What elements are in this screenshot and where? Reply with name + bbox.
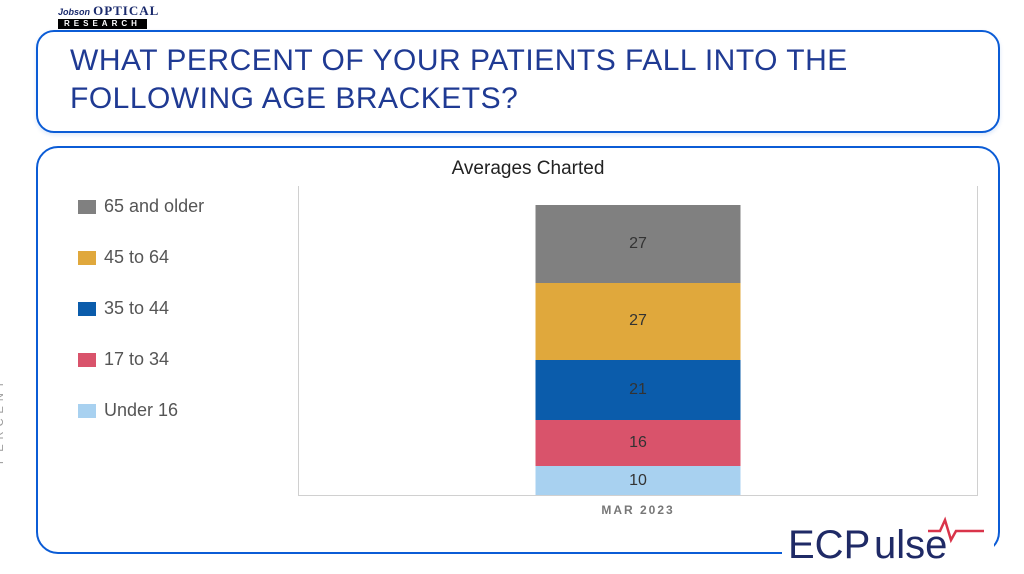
bar-segment: 10 — [536, 466, 741, 495]
legend-swatch — [78, 404, 96, 418]
legend-swatch — [78, 353, 96, 367]
ecpulse-text-2: ulse — [874, 523, 947, 567]
y-axis-label: PERCENT — [0, 376, 6, 464]
title-box: WHAT PERCENT OF YOUR PATIENTS FALL INTO … — [36, 30, 1000, 133]
legend-item: 65 and older — [78, 196, 298, 217]
legend-item: 17 to 34 — [78, 349, 298, 370]
logo-sub: RESEARCH — [58, 19, 147, 29]
legend-swatch — [78, 251, 96, 265]
bar-segment: 16 — [536, 420, 741, 466]
legend-item: 35 to 44 — [78, 298, 298, 319]
logo-prefix: Jobson — [58, 7, 90, 17]
chart-title: Averages Charted — [78, 158, 978, 180]
legend-label: 35 to 44 — [104, 298, 169, 319]
chart-box: Averages Charted 65 and older 45 to 64 35 … — [36, 146, 1000, 554]
bar-segment: 21 — [536, 360, 741, 420]
ecpulse-text: ECP — [788, 523, 870, 567]
legend-label: Under 16 — [104, 400, 178, 421]
bar-segment-value: 10 — [629, 472, 647, 490]
jobson-optical-logo: Jobson OPTICAL RESEARCH — [58, 4, 159, 29]
legend-item: Under 16 — [78, 400, 298, 421]
legend-label: 45 to 64 — [104, 247, 169, 268]
stacked-bar: 27 27 21 16 10 — [536, 205, 741, 495]
bar-segment-value: 27 — [629, 235, 647, 253]
ecpulse-logo: ECP ulse — [782, 516, 994, 568]
legend-item: 45 to 64 — [78, 247, 298, 268]
bar-segment-value: 21 — [629, 381, 647, 399]
page-title: WHAT PERCENT OF YOUR PATIENTS FALL INTO … — [70, 42, 966, 117]
legend-label: 65 and older — [104, 196, 204, 217]
legend-swatch — [78, 200, 96, 214]
x-axis-label: MAR 2023 — [601, 503, 674, 517]
bar-segment-value: 16 — [629, 434, 647, 452]
legend-swatch — [78, 302, 96, 316]
bar-segment-value: 27 — [629, 312, 647, 330]
bar-segment: 27 — [536, 283, 741, 361]
chart-body: 65 and older 45 to 64 35 to 44 17 to 34 Unde… — [78, 186, 978, 526]
plot-area: 2727211610 MAR 2023 — [298, 186, 978, 496]
legend-label: 17 to 34 — [104, 349, 169, 370]
logo-main: OPTICAL — [93, 3, 159, 18]
legend: 65 and older 45 to 64 35 to 44 17 to 34 Unde… — [78, 186, 298, 526]
bar-segment: 27 — [536, 205, 741, 283]
